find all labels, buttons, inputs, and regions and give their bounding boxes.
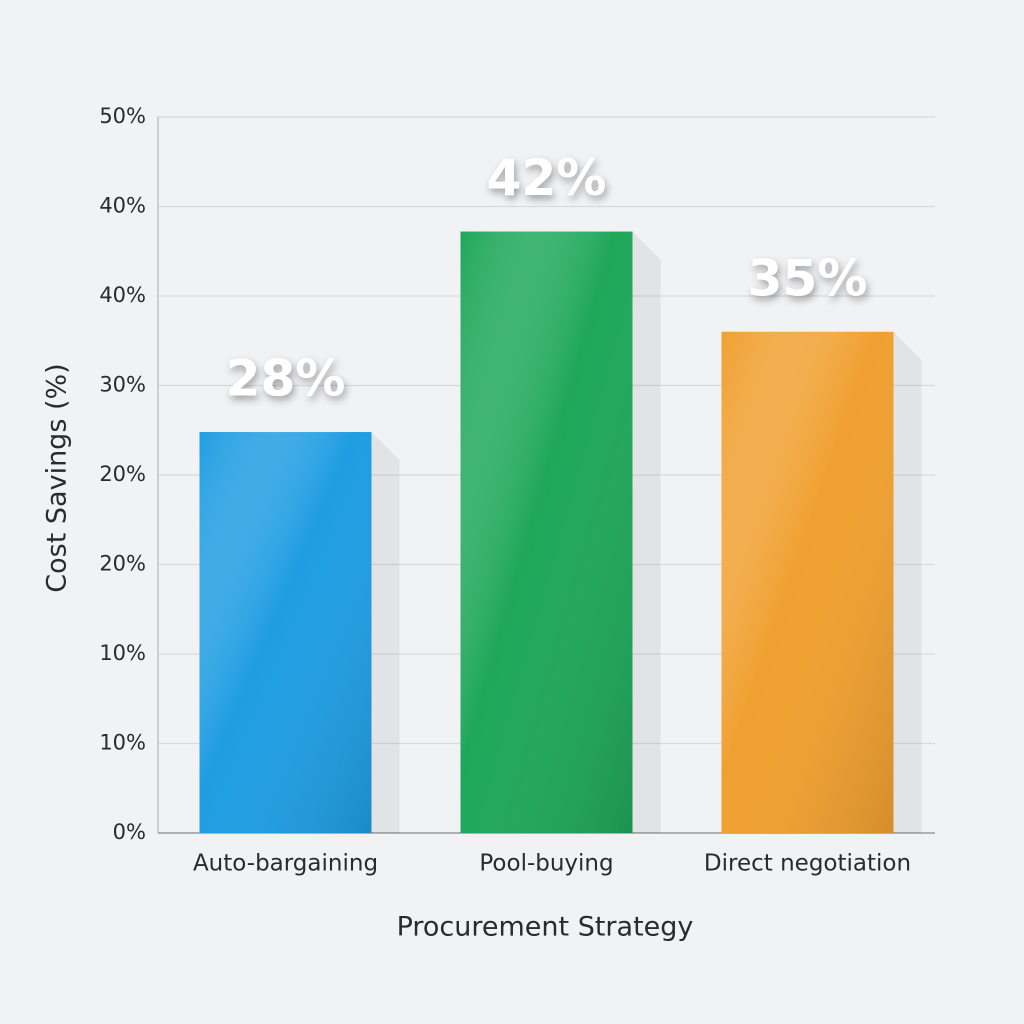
- x-axis-title: Procurement Strategy: [397, 912, 694, 943]
- bar-shadow: [371, 432, 400, 833]
- y-tick-label: 40%: [99, 194, 146, 218]
- y-tick-label: 40%: [99, 283, 146, 307]
- value-label: 35%: [748, 249, 868, 307]
- x-tick-label: Auto-bargaining: [193, 851, 378, 877]
- y-tick-label: 20%: [99, 552, 146, 576]
- y-tick-label: 10%: [99, 641, 146, 665]
- y-tick-label: 0%: [113, 820, 146, 844]
- y-tick-label: 20%: [99, 462, 146, 486]
- bar-shading: [460, 231, 633, 833]
- bar-shadow: [632, 231, 661, 833]
- bar-shadow: [893, 331, 922, 833]
- x-tick-label: Pool-buying: [479, 851, 613, 877]
- value-label: 42%: [487, 149, 607, 207]
- value-label: 28%: [226, 350, 346, 408]
- y-axis-title: Cost Savings (%): [42, 363, 73, 592]
- x-tick-label: Direct negotiation: [704, 851, 911, 877]
- bar-shading: [199, 432, 372, 833]
- y-tick-label: 10%: [99, 731, 146, 755]
- y-tick-label: 50%: [99, 104, 146, 128]
- bar-shading: [721, 331, 894, 833]
- y-tick-label: 30%: [99, 373, 146, 397]
